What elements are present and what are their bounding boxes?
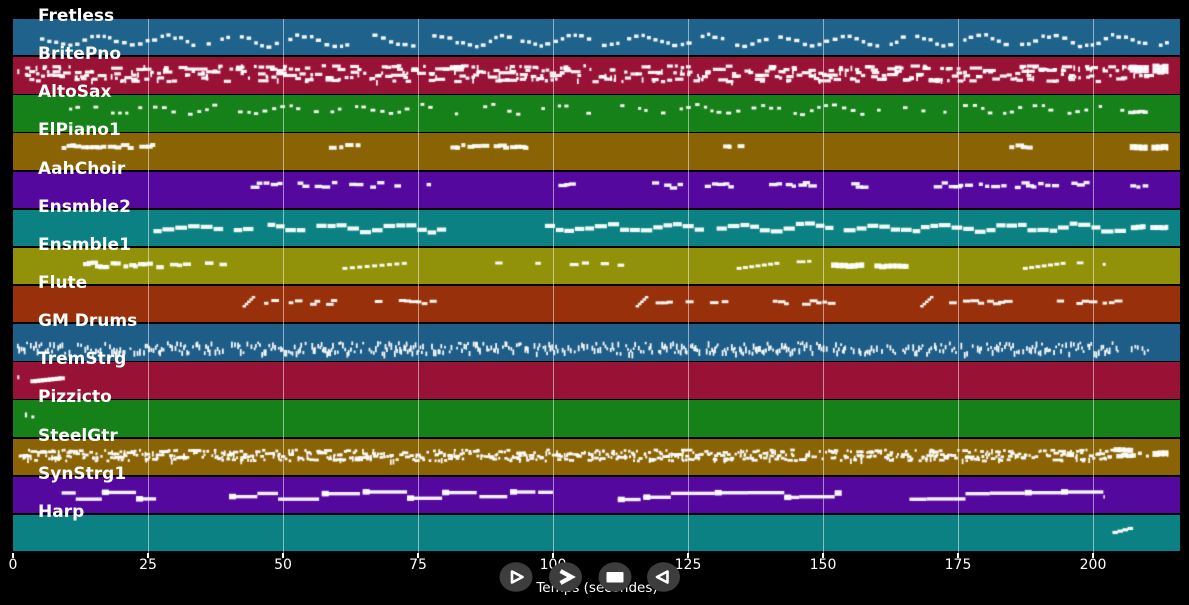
track-label-ensmble2: Ensmble2	[38, 196, 131, 217]
track-label-pizzicto: Pizzicto	[38, 387, 112, 408]
button-background	[499, 562, 533, 592]
track-label-tremstrg: TremStrg	[38, 349, 127, 370]
backward-button[interactable]	[647, 562, 680, 592]
button-background	[647, 562, 680, 592]
forward-button[interactable]	[549, 562, 582, 592]
rewind-icon	[655, 570, 669, 584]
fast-forward-icon	[559, 569, 576, 585]
track-label-synstrg1: SynStrg1	[38, 463, 127, 484]
track-label-flute: Flute	[38, 273, 88, 293]
track-label-elpiano1: ElPiano1	[38, 120, 121, 141]
playback-controls	[499, 562, 680, 592]
stop-icon	[606, 572, 624, 583]
track-label-harp: Harp	[38, 501, 85, 522]
track-label-gm-drums: GM Drums	[38, 311, 138, 332]
stop-button[interactable]	[598, 562, 632, 592]
button-background	[549, 562, 582, 592]
track-label-fretless: Fretless	[38, 6, 115, 26]
track-label-ensmble1: Ensmble1	[38, 234, 131, 255]
play-outline-icon	[510, 570, 524, 584]
play-button[interactable]	[499, 562, 533, 592]
track-label-aahchoir: AahChoir	[38, 158, 126, 179]
track-label-britepno: BritePno	[38, 44, 122, 65]
track-label-steelgtr: SteelGtr	[38, 425, 118, 446]
track-label-altosax: AltoSax	[38, 82, 112, 103]
